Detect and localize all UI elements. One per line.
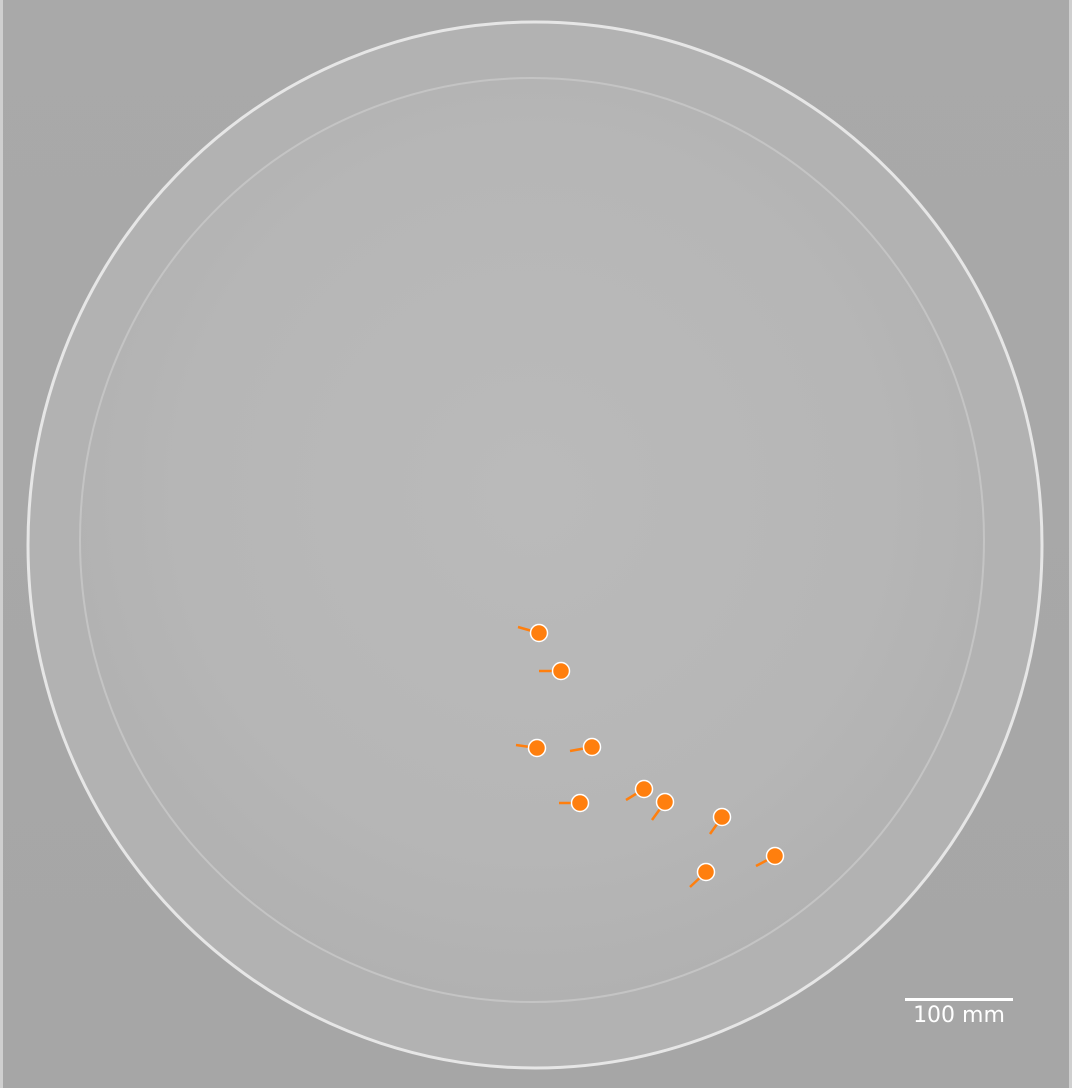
animal-dot	[765, 846, 785, 866]
scale-bar-label: 100 mm	[913, 1003, 1005, 1028]
animal-dot	[712, 807, 732, 827]
tracked-animal-marker	[650, 792, 675, 821]
animal-dot	[527, 738, 547, 758]
tracked-markers	[515, 623, 785, 888]
animal-dot	[582, 737, 602, 757]
animal-dot	[696, 862, 716, 882]
tracked-animal-marker	[559, 793, 590, 813]
image-left-border	[0, 0, 3, 1088]
scale-bar: 100 mm	[905, 998, 1013, 1032]
tracked-animal-marker	[569, 737, 602, 757]
tracked-animal-marker	[517, 623, 549, 643]
tracked-animal-marker	[708, 807, 732, 835]
animal-dot	[655, 792, 675, 812]
animal-dot	[551, 661, 571, 681]
arena-floor	[79, 77, 985, 1003]
tracked-animal-marker	[689, 862, 716, 888]
tracked-animal-marker	[539, 661, 571, 681]
animal-dot	[634, 779, 654, 799]
scale-bar-line	[905, 998, 1013, 1001]
tracked-animal-marker	[625, 779, 654, 802]
animal-dot	[529, 623, 549, 643]
animal-dot	[570, 793, 590, 813]
image-right-border	[1069, 0, 1072, 1088]
tracked-animal-marker	[515, 738, 547, 758]
tracked-animal-marker	[755, 846, 785, 868]
